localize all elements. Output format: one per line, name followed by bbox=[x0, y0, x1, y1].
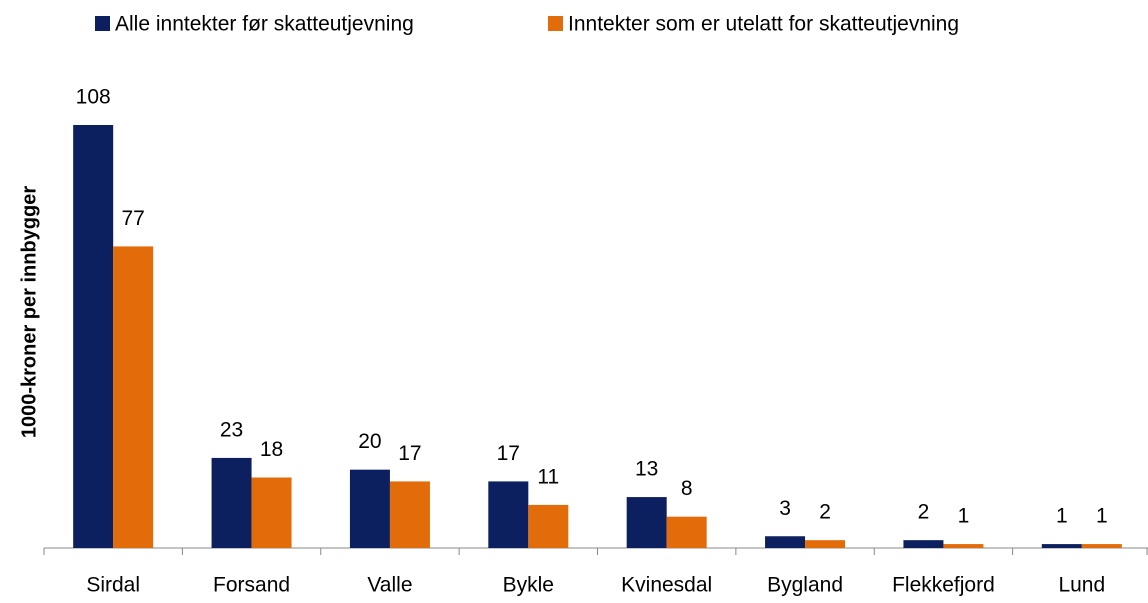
data-label: 3 bbox=[779, 497, 791, 520]
bar bbox=[1081, 544, 1122, 548]
x-tick-label: Flekkefjord bbox=[892, 574, 995, 597]
bar bbox=[765, 536, 806, 548]
legend-swatch bbox=[548, 16, 563, 31]
x-tick-label: Bykle bbox=[503, 574, 554, 597]
y-axis-label: 1000-kroner per innbygger bbox=[18, 186, 40, 439]
legend-label: Alle inntekter før skatteutjevning bbox=[115, 13, 414, 36]
bar bbox=[1041, 544, 1082, 548]
bar bbox=[389, 481, 430, 548]
data-label: 2 bbox=[819, 501, 831, 524]
data-label: 20 bbox=[358, 430, 381, 453]
data-label: 108 bbox=[76, 86, 111, 109]
x-tick-label: Sirdal bbox=[86, 574, 140, 597]
bar bbox=[666, 516, 707, 548]
bar bbox=[251, 477, 292, 548]
data-label: 1 bbox=[1096, 505, 1108, 528]
x-tick-label: Valle bbox=[367, 574, 412, 597]
legend-swatch bbox=[95, 16, 110, 31]
bar bbox=[73, 125, 114, 548]
x-tick-label: Lund bbox=[1058, 574, 1105, 597]
bar bbox=[903, 540, 944, 548]
x-tick-label: Forsand bbox=[213, 574, 290, 597]
data-label: 2 bbox=[918, 501, 930, 524]
data-label: 13 bbox=[635, 458, 658, 481]
data-label: 23 bbox=[220, 418, 243, 441]
data-label: 1 bbox=[958, 505, 970, 528]
bar bbox=[488, 481, 529, 548]
data-label: 17 bbox=[398, 442, 421, 465]
bar bbox=[626, 497, 667, 548]
data-label: 18 bbox=[260, 438, 283, 461]
bar bbox=[349, 469, 390, 548]
data-label: 11 bbox=[537, 465, 559, 488]
bar bbox=[805, 540, 846, 548]
legend-label: Inntekter som er utelatt for skatteutjev… bbox=[568, 13, 959, 36]
x-tick-label: Bygland bbox=[767, 574, 843, 597]
data-label: 77 bbox=[122, 207, 145, 230]
bar bbox=[211, 457, 252, 548]
data-label: 17 bbox=[497, 442, 520, 465]
bar bbox=[943, 544, 984, 548]
bar bbox=[113, 246, 154, 548]
bar bbox=[528, 504, 569, 548]
data-label: 8 bbox=[681, 477, 693, 500]
data-label: 1 bbox=[1056, 505, 1068, 528]
x-tick-label: Kvinesdal bbox=[621, 574, 712, 597]
